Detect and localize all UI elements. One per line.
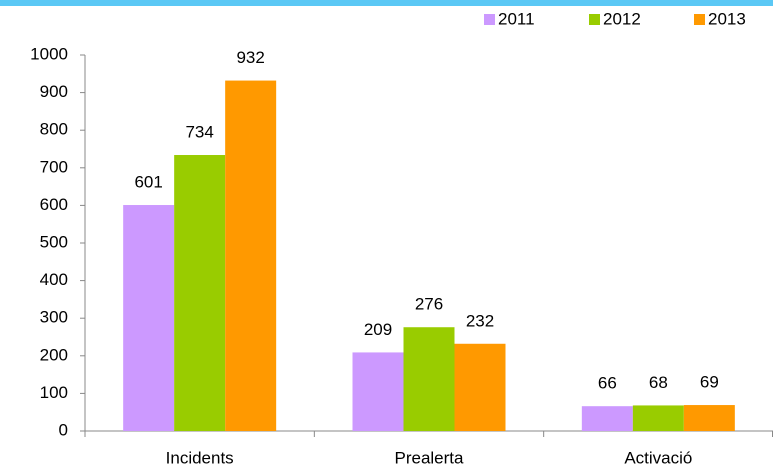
bar (123, 205, 175, 431)
y-tick-label: 300 (40, 308, 68, 327)
x-tick-label: Activació (624, 448, 692, 467)
bar (403, 327, 455, 431)
bar (352, 352, 404, 431)
data-label: 232 (466, 311, 494, 330)
data-label: 601 (134, 173, 162, 192)
legend-swatch (484, 14, 495, 25)
data-label: 209 (364, 320, 392, 339)
legend-swatch (694, 14, 705, 25)
x-tick-label: Incidents (166, 448, 234, 467)
data-label: 66 (598, 374, 617, 393)
data-label: 276 (415, 295, 443, 314)
bar (632, 405, 684, 431)
bar (225, 80, 277, 432)
legend-label: 2011 (498, 9, 535, 28)
y-tick-label: 400 (40, 270, 68, 289)
y-tick-label: 600 (40, 195, 68, 214)
bar (454, 343, 506, 431)
legend-label: 2013 (708, 9, 746, 28)
y-tick-label: 900 (40, 82, 68, 101)
y-tick-label: 1000 (30, 44, 68, 63)
top-band (0, 0, 773, 6)
bar (581, 406, 633, 431)
legend-label: 2012 (603, 9, 641, 28)
data-label: 734 (185, 123, 213, 142)
y-tick-label: 100 (40, 383, 68, 402)
y-tick-label: 700 (40, 157, 68, 176)
data-label: 932 (236, 48, 264, 67)
y-tick-label: 500 (40, 232, 68, 251)
data-label: 68 (649, 373, 668, 392)
bar (683, 405, 735, 431)
y-tick-label: 0 (59, 420, 68, 439)
x-tick-label: Prealerta (395, 448, 465, 467)
data-label: 69 (700, 373, 719, 392)
bar (174, 155, 226, 432)
y-tick-label: 800 (40, 120, 68, 139)
y-tick-label: 200 (40, 345, 68, 364)
legend-swatch (589, 14, 600, 25)
